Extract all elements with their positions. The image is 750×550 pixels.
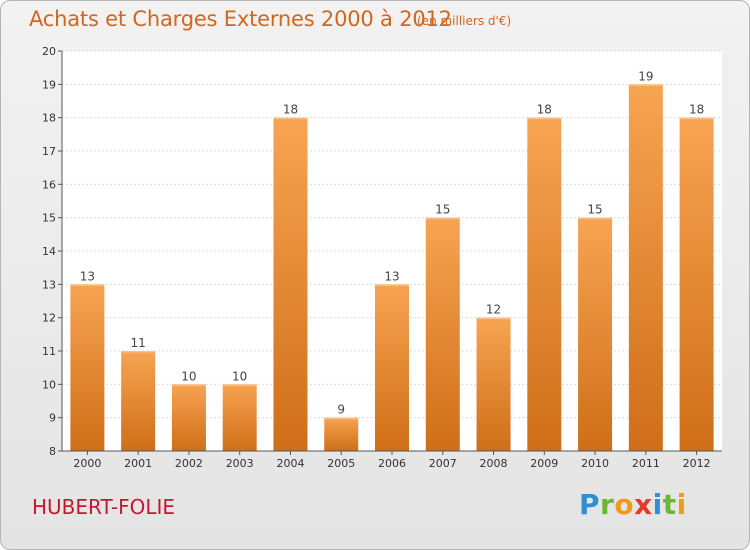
bar-highlight (70, 284, 105, 286)
x-tick-label: 2002 (175, 457, 203, 470)
bar-highlight (171, 384, 206, 386)
x-tick-label: 2008 (480, 457, 508, 470)
x-tick-label: 2003 (226, 457, 254, 470)
data-label: 9 (337, 403, 345, 417)
y-tick-label: 8 (49, 445, 56, 458)
data-label: 10 (232, 369, 247, 383)
y-tick-label: 17 (42, 145, 56, 158)
data-label: 18 (537, 103, 552, 117)
bar (679, 117, 714, 452)
x-tick-label: 2004 (276, 457, 304, 470)
y-tick-label: 11 (42, 345, 56, 358)
x-tick-label: 2006 (378, 457, 406, 470)
bar-highlight (375, 284, 409, 286)
y-tick-label: 19 (42, 78, 56, 91)
data-label: 13 (384, 269, 399, 283)
chart-title: Achats et Charges Externes 2000 à 2012 (29, 7, 452, 31)
y-tick-label: 18 (42, 112, 56, 125)
data-label: 18 (283, 103, 298, 117)
y-tick-label: 10 (42, 378, 56, 391)
y-tick-label: 13 (42, 278, 56, 291)
bar (578, 217, 613, 451)
logo-letter: r (600, 488, 615, 521)
bar-highlight (527, 117, 562, 120)
data-label: 10 (181, 369, 196, 383)
bar-highlight (222, 384, 257, 386)
y-tick-label: 9 (49, 412, 56, 425)
data-label: 15 (587, 203, 602, 217)
bar (171, 384, 206, 451)
bar (628, 84, 663, 451)
y-tick-label: 15 (42, 212, 56, 225)
logo-letter: o (614, 488, 635, 521)
logo-letter: t (662, 488, 677, 521)
bar (425, 217, 460, 451)
logo-letter: P (579, 488, 601, 521)
data-label: 11 (131, 336, 146, 350)
bar (70, 284, 105, 451)
bar (476, 317, 511, 451)
x-tick-label: 2011 (632, 457, 660, 470)
data-label: 18 (689, 103, 704, 117)
bar-highlight (628, 84, 663, 86)
bar-highlight (578, 217, 613, 220)
x-tick-label: 2005 (327, 457, 355, 470)
bar (324, 417, 359, 451)
x-tick-label: 2007 (429, 457, 457, 470)
logo-letter: i (652, 488, 663, 521)
bar-highlight (273, 117, 308, 120)
data-label: 15 (435, 203, 450, 217)
bar (375, 284, 409, 451)
x-tick-label: 2000 (73, 457, 101, 470)
logo-letter: x (634, 488, 653, 521)
x-tick-label: 2001 (124, 457, 152, 470)
y-tick-label: 14 (42, 245, 56, 258)
bar-highlight (679, 117, 714, 120)
chart-unit: (en milliers d'€) (417, 14, 512, 28)
bar-highlight (476, 317, 511, 320)
x-tick-label: 2009 (530, 457, 558, 470)
data-label: 19 (638, 69, 653, 83)
y-tick-label: 20 (42, 45, 56, 58)
x-tick-label: 2010 (581, 457, 609, 470)
bar-highlight (121, 351, 156, 353)
bar-highlight (425, 217, 460, 220)
proxiti-logo[interactable]: Proxiti (579, 488, 687, 521)
logo-letter: i (676, 488, 687, 521)
bar (527, 117, 562, 452)
place-name: HUBERT-FOLIE (32, 495, 175, 519)
bar-highlight (324, 417, 359, 420)
x-tick-label: 2012 (683, 457, 711, 470)
y-tick-label: 16 (42, 178, 56, 191)
data-label: 13 (80, 269, 95, 283)
data-label: 12 (486, 303, 501, 317)
bar (273, 117, 308, 452)
y-tick-label: 12 (42, 312, 56, 325)
bar (121, 351, 156, 451)
bar (222, 384, 257, 451)
